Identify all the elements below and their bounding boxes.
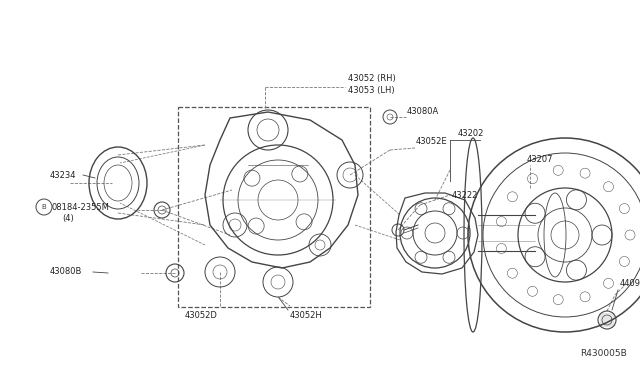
Text: 43052H: 43052H <box>290 311 323 321</box>
Text: R430005B: R430005B <box>580 349 627 358</box>
Text: 08184-2355M: 08184-2355M <box>51 202 109 212</box>
Text: 43080B: 43080B <box>50 267 83 276</box>
Text: 43222: 43222 <box>452 190 478 199</box>
Bar <box>178 107 370 307</box>
Text: 43080A: 43080A <box>407 108 439 116</box>
Text: 43052D: 43052D <box>185 311 218 321</box>
Text: (4): (4) <box>62 214 74 222</box>
Text: 43207: 43207 <box>527 155 554 164</box>
Text: 43052 (RH): 43052 (RH) <box>348 74 396 83</box>
Text: B: B <box>42 204 46 210</box>
Text: 43234: 43234 <box>50 170 77 180</box>
Text: 43053 (LH): 43053 (LH) <box>348 87 395 96</box>
Text: 43052E: 43052E <box>416 138 447 147</box>
Text: 43202: 43202 <box>458 128 484 138</box>
Text: 4409BN: 4409BN <box>620 279 640 288</box>
